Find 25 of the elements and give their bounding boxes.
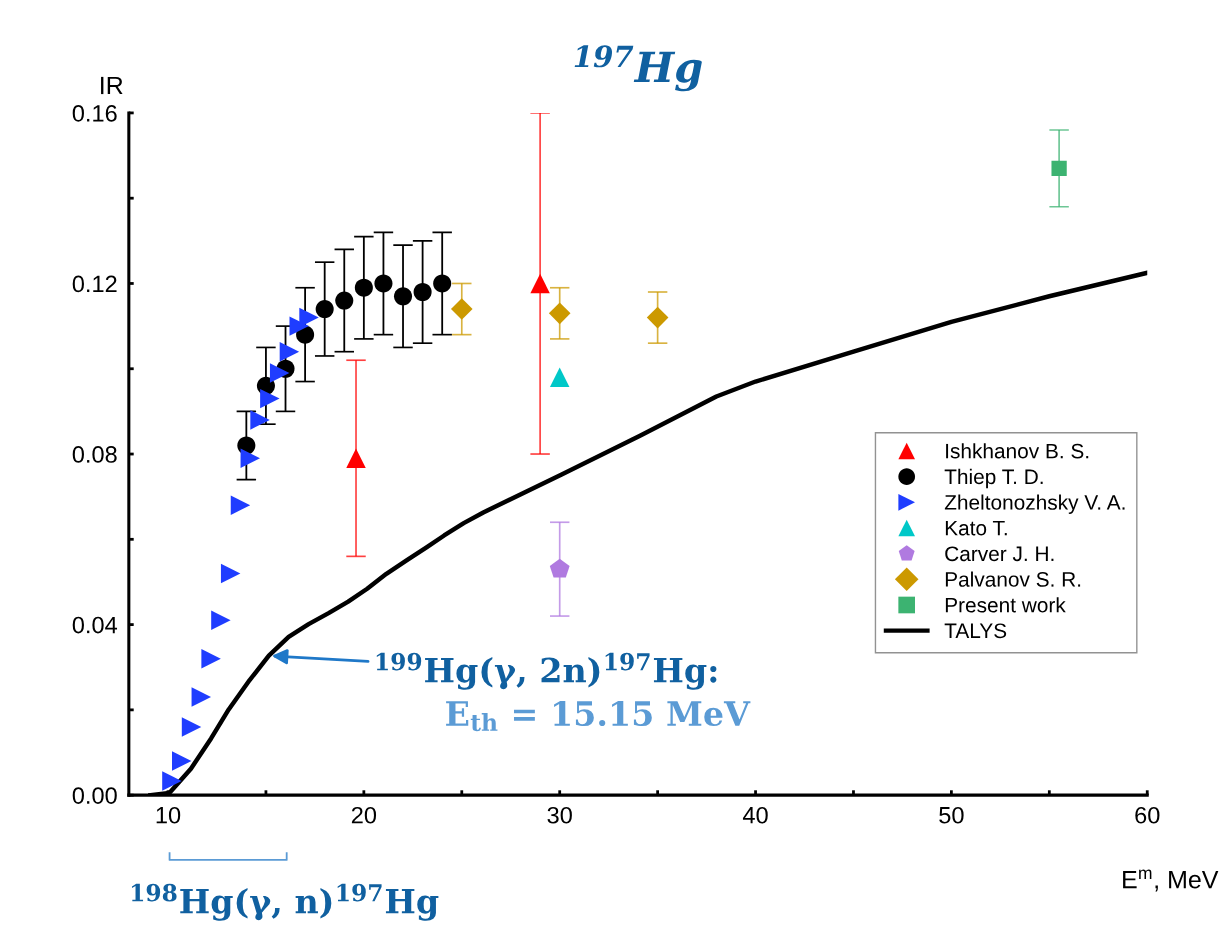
text: $^{198}$Hg(γ, n)$^{197}$Hg (131, 883, 439, 921)
y-tick-label: 0.08 (72, 446, 117, 463)
legend-label: Present work (945, 597, 1066, 613)
legend-label: Kato T. (945, 520, 1007, 536)
y-tick-label: 0.12 (72, 275, 117, 293)
y-tick-label: 0.04 (72, 616, 118, 634)
legend-label: Palvanov S. R. (945, 571, 1081, 587)
y-tick-label: 0.00 (72, 787, 117, 804)
x-tick-label: 10 (156, 806, 181, 824)
y-tick-label: 0.16 (72, 104, 117, 122)
annotation: E$_{th}$ = 15.15 MeV (446, 700, 751, 732)
x-tick-label: 60 (1135, 806, 1160, 824)
legend-label: Thiep T. D. (944, 468, 1043, 489)
x-tick-label: 20 (351, 806, 377, 824)
legend-label: TALYS (944, 623, 1007, 639)
legend-label: Zheltonozhsky V. A. (944, 494, 1125, 514)
legend-label: Ishkhanov B. S. (946, 443, 1089, 459)
x-tick-label: 30 (547, 806, 572, 824)
x-tick-label: 50 (939, 806, 964, 824)
legend-label: Carver J. H. (945, 546, 1054, 562)
annotation: $^{199}$Hg(γ, 2n)$^{197}$Hg: (376, 652, 717, 690)
y-axis-title: IR (101, 76, 123, 95)
chart-title: $^{197}$Hg (574, 45, 702, 92)
x-tick-label: 40 (742, 806, 768, 824)
x-axis-title: E$^{m}$, MeV (1123, 869, 1219, 892)
